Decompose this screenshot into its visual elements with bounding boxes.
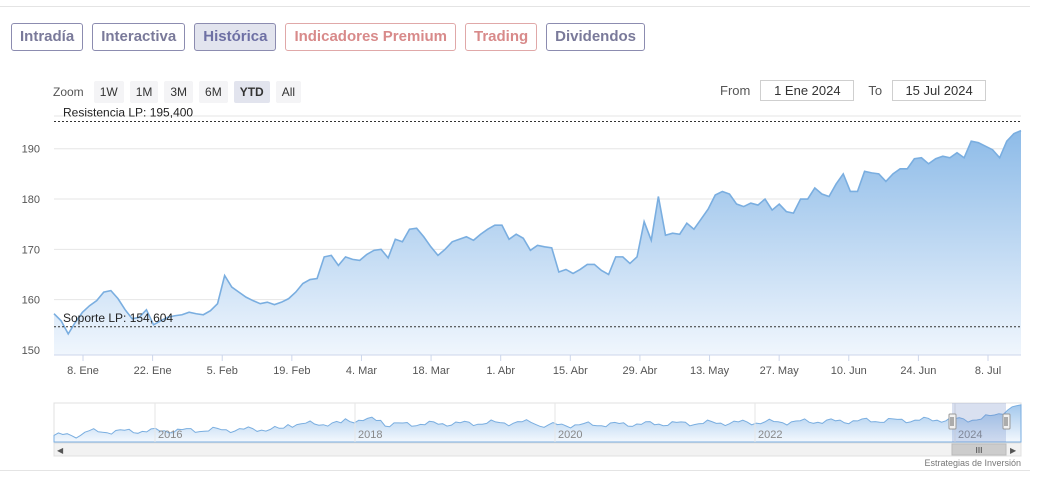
zoom-label: Zoom xyxy=(53,85,84,99)
y-tick-label-170: 170 xyxy=(22,244,40,256)
x-tick-label-10: 27. May xyxy=(760,365,800,377)
chart-credit: Estrategias de Inversión xyxy=(924,458,1021,468)
x-tick-label-3: 19. Feb xyxy=(273,365,310,377)
tab-indicadores-premium[interactable]: Indicadores Premium xyxy=(285,23,456,51)
level-line-label-0: Resistencia LP: 195,400 xyxy=(63,106,193,120)
view-tabs: Intradía Interactiva Histórica Indicadores … xyxy=(11,23,646,51)
x-tick-label-2: 5. Feb xyxy=(207,365,238,377)
zoom-button-all[interactable]: All xyxy=(275,81,302,103)
x-tick-label-5: 18. Mar xyxy=(412,365,450,377)
tab-dividendos[interactable]: Dividendos xyxy=(546,23,646,51)
navigator-year-label-2: 2020 xyxy=(558,429,582,441)
scrollbar-thumb[interactable] xyxy=(951,443,1007,456)
x-tick-label-1: 22. Ene xyxy=(134,365,172,377)
x-tick-label-4: 4. Mar xyxy=(346,365,378,377)
zoom-button-1w[interactable]: 1W xyxy=(93,81,124,103)
tab-hist-rica[interactable]: Histórica xyxy=(194,23,277,51)
y-tick-label-180: 180 xyxy=(22,194,40,206)
zoom-button-1m[interactable]: 1M xyxy=(129,81,159,103)
to-label: To xyxy=(868,83,883,98)
scroll-right-arrow-icon[interactable]: ▶ xyxy=(1010,446,1017,455)
y-tick-label-150: 150 xyxy=(22,345,40,357)
scrollbar-grip-icon: III xyxy=(976,446,983,455)
scrollbar-track xyxy=(53,442,1022,457)
scroll-left-arrow-icon[interactable]: ◀ xyxy=(57,446,64,455)
x-tick-label-13: 8. Jul xyxy=(975,365,1001,377)
tab-interactiva[interactable]: Interactiva xyxy=(92,23,186,51)
navigator-year-label-0: 2016 xyxy=(158,429,182,441)
zoom-button-6m[interactable]: 6M xyxy=(199,81,228,103)
y-tick-label-160: 160 xyxy=(22,295,40,307)
navigator-window xyxy=(952,403,1006,442)
series-line xyxy=(53,129,1022,336)
bottom-divider xyxy=(0,470,1030,471)
navigator-year-label-3: 2022 xyxy=(758,429,782,441)
tab-intrad-a[interactable]: Intradía xyxy=(11,23,84,51)
top-divider xyxy=(0,6,1030,7)
zoom-buttons: 1W 1M 3M 6M YTD All xyxy=(93,81,302,103)
navigator-area xyxy=(53,404,1022,443)
navigator-year-label-4: 2024 xyxy=(958,429,982,441)
date-range: From 1 Ene 2024 To 15 Jul 2024 xyxy=(720,80,1000,101)
zoom-selector: Zoom 1W 1M 3M 6M YTD All xyxy=(53,81,302,103)
navigator-year-label-1: 2018 xyxy=(358,429,382,441)
x-tick-label-11: 10. Jun xyxy=(831,365,867,377)
x-tick-label-0: 8. Ene xyxy=(67,365,99,377)
x-tick-label-12: 24. Jun xyxy=(900,365,936,377)
from-label: From xyxy=(720,83,751,98)
x-tick-label-7: 15. Abr xyxy=(553,365,588,377)
x-tick-label-9: 13. May xyxy=(690,365,730,377)
zoom-button-3m[interactable]: 3M xyxy=(164,81,194,103)
x-tick-label-6: 1. Abr xyxy=(486,365,515,377)
zoom-button-ytd[interactable]: YTD xyxy=(233,81,270,103)
x-tick-label-8: 29. Abr xyxy=(622,365,657,377)
level-line-label-1: Soporte LP: 154,604 xyxy=(63,311,173,325)
y-tick-label-190: 190 xyxy=(22,144,40,156)
tab-trading[interactable]: Trading xyxy=(465,23,538,51)
series-area xyxy=(54,130,1021,355)
from-date-input[interactable]: 1 Ene 2024 xyxy=(760,80,855,101)
to-date-input[interactable]: 15 Jul 2024 xyxy=(892,80,987,101)
